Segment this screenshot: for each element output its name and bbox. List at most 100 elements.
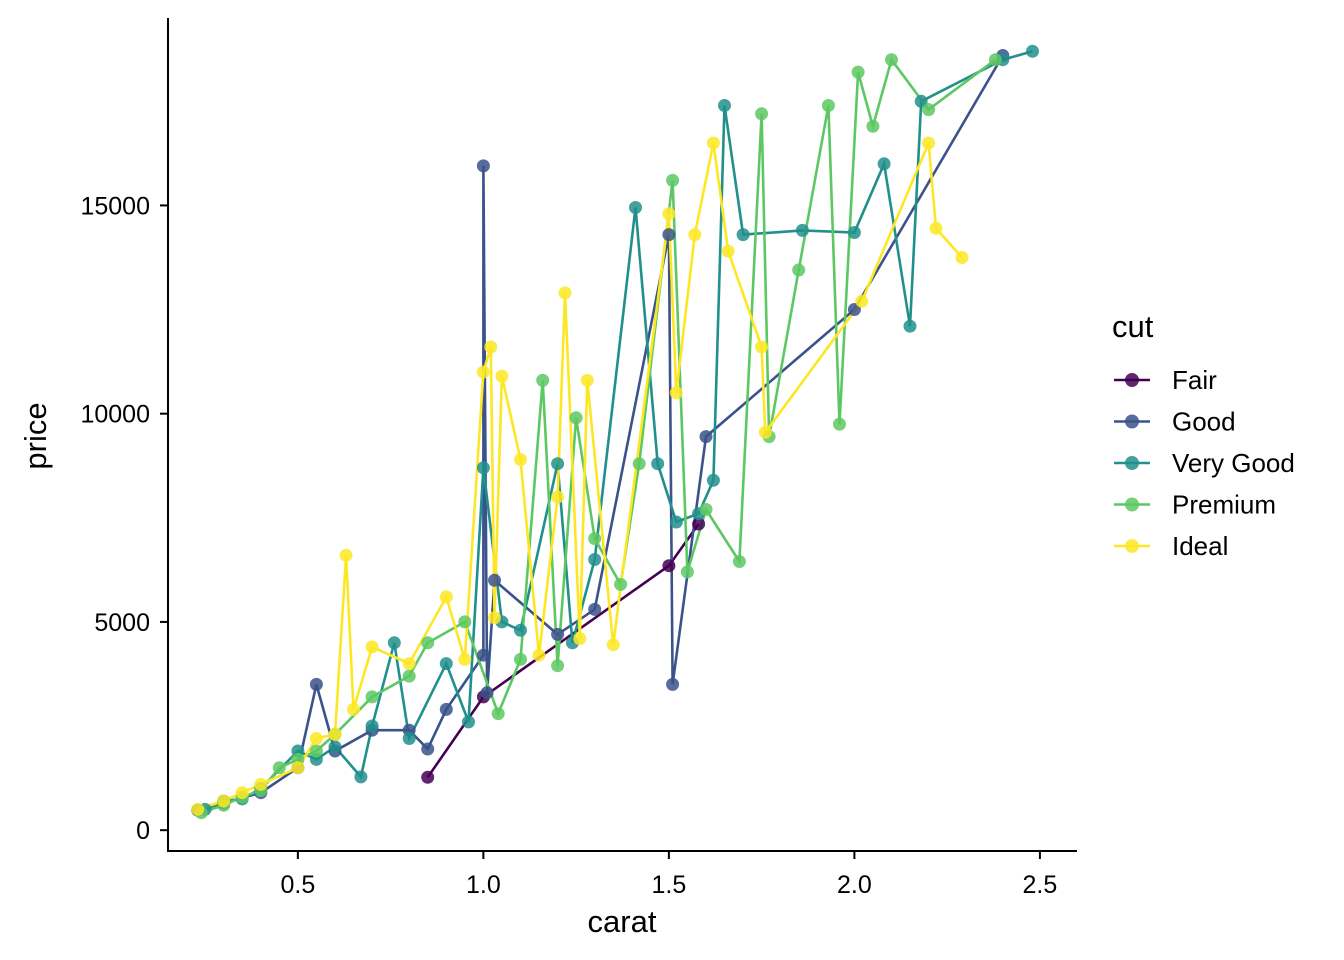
data-point-premium <box>614 577 628 591</box>
data-point-premium <box>699 503 713 516</box>
data-point-premium <box>833 417 846 431</box>
data-point-ideal <box>688 228 702 242</box>
data-point-good <box>662 228 676 242</box>
legend-key-point <box>1125 539 1139 553</box>
y-ticks: 0 5000 10000 15000 <box>80 192 168 845</box>
data-point-ideal <box>580 373 594 387</box>
data-point-ideal <box>855 294 869 308</box>
data-point-very-good <box>847 226 861 239</box>
data-point-ideal <box>191 802 205 816</box>
data-point-premium <box>755 107 769 121</box>
data-point-good <box>309 677 323 691</box>
data-point-ideal <box>573 632 587 646</box>
data-point-very-good <box>669 515 683 529</box>
legend-key-point <box>1125 414 1139 429</box>
data-point-fair <box>662 559 676 573</box>
data-point-ideal <box>439 590 453 604</box>
series-line-ideal <box>197 142 963 811</box>
data-point-premium <box>421 636 435 650</box>
legend-item-ideal: Ideal <box>1114 531 1228 561</box>
data-point-premium <box>988 53 1002 67</box>
data-point-very-good <box>365 719 379 733</box>
data-point-premium <box>272 761 286 775</box>
data-point-very-good <box>914 94 928 108</box>
plot-points <box>191 44 1039 820</box>
legend-item-premium: Premium <box>1114 490 1276 520</box>
data-point-ideal <box>365 640 379 654</box>
data-point-ideal <box>488 611 501 625</box>
data-point-premium <box>866 119 880 133</box>
data-point-very-good <box>402 732 416 745</box>
y-tick-label: 10000 <box>80 401 150 429</box>
data-point-premium <box>514 652 527 666</box>
data-point-premium <box>680 565 694 579</box>
data-point-ideal <box>476 365 490 379</box>
legend-item-fair: Fair <box>1114 365 1217 395</box>
legend-label: Fair <box>1172 365 1217 395</box>
data-point-good <box>439 702 453 716</box>
data-point-very-good <box>877 157 891 171</box>
data-point-premium <box>732 555 746 568</box>
data-point-premium <box>402 669 416 683</box>
data-point-premium <box>569 411 583 425</box>
data-point-ideal <box>235 786 249 800</box>
data-point-ideal <box>758 425 772 439</box>
data-point-ideal <box>606 638 620 652</box>
data-point-very-good <box>328 740 342 754</box>
legend: Fair Good Very Good Premium Ideal <box>1114 365 1295 561</box>
data-point-very-good <box>718 99 731 112</box>
data-point-ideal <box>558 286 572 300</box>
data-point-premium <box>851 65 865 79</box>
x-tick-label: 1.5 <box>651 871 686 899</box>
data-point-ideal <box>929 221 943 235</box>
data-point-good <box>666 677 680 691</box>
data-point-very-good <box>651 457 665 471</box>
x-ticks: 0.5 1.0 1.5 2.0 2.5 <box>280 851 1057 899</box>
x-tick-label: 2.5 <box>1023 871 1058 899</box>
data-point-good <box>480 686 494 700</box>
legend-key-point <box>1125 456 1139 470</box>
data-point-ideal <box>922 136 936 150</box>
x-tick-label: 2.0 <box>837 871 872 899</box>
data-point-fair <box>692 517 706 531</box>
legend-key-point <box>1125 497 1139 512</box>
data-point-good <box>588 602 602 616</box>
data-point-ideal <box>402 657 416 671</box>
data-point-ideal <box>347 702 360 716</box>
data-point-premium <box>632 457 646 471</box>
data-point-very-good <box>903 319 917 333</box>
data-point-premium <box>922 103 936 117</box>
legend-item-very-good: Very Good <box>1114 448 1295 478</box>
data-point-ideal <box>484 340 498 354</box>
series-line-fair <box>426 523 700 779</box>
data-point-very-good <box>736 228 750 242</box>
legend-item-good: Good <box>1114 407 1236 437</box>
data-point-ideal <box>458 652 472 666</box>
data-point-very-good <box>387 636 401 650</box>
data-point-premium <box>588 532 602 546</box>
data-point-ideal <box>254 777 268 791</box>
data-point-good <box>421 742 435 756</box>
series-line-very-good <box>204 50 1033 811</box>
x-axis-title: carat <box>588 904 657 939</box>
data-point-premium <box>885 53 898 67</box>
legend-label: Good <box>1172 407 1236 437</box>
data-point-premium <box>458 615 472 629</box>
data-point-very-good <box>551 457 565 471</box>
data-point-premium <box>551 659 565 673</box>
data-point-premium <box>821 99 835 112</box>
y-tick-label: 0 <box>136 817 150 845</box>
data-point-ideal <box>662 207 676 221</box>
legend-label: Ideal <box>1172 531 1228 561</box>
data-point-ideal <box>328 727 342 741</box>
x-tick-label: 1.0 <box>466 871 501 899</box>
data-point-very-good <box>476 461 490 475</box>
y-axis-title: price <box>18 402 53 469</box>
data-point-ideal <box>551 490 565 504</box>
legend-title: cut <box>1112 309 1154 344</box>
data-point-ideal <box>955 251 969 264</box>
data-point-ideal <box>495 369 509 383</box>
data-point-ideal <box>291 761 305 775</box>
data-point-good <box>847 303 861 316</box>
legend-label: Very Good <box>1172 448 1295 478</box>
